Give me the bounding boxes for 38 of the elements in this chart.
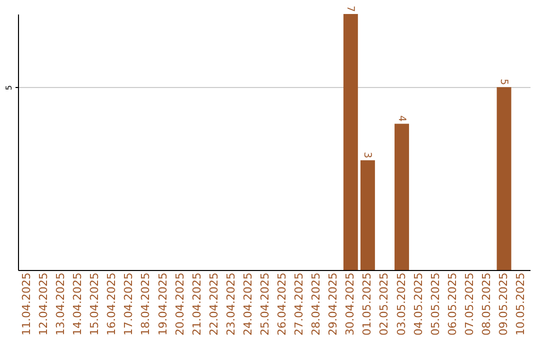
x-tick-label: 06.05.2025 <box>446 272 459 336</box>
bar <box>394 124 410 270</box>
x-tick-label: 29.04.2025 <box>326 272 340 336</box>
x-tick-label: 22.04.2025 <box>207 272 220 336</box>
x-tick-label: 26.04.2025 <box>276 272 289 336</box>
x-tick-label: 01.05.2025 <box>360 272 374 336</box>
x-tick-label: 02.05.2025 <box>378 272 391 336</box>
x-tick-label: 15.04.2025 <box>88 272 102 336</box>
x-tick-label: 12.04.2025 <box>36 272 50 336</box>
data-label: 7 <box>344 6 356 12</box>
data-label: 4 <box>396 115 407 122</box>
x-tick-label: 18.04.2025 <box>139 272 152 336</box>
x-tick-label: 03.05.2025 <box>394 272 408 336</box>
x-tick-label: 28.04.2025 <box>310 272 323 336</box>
x-tick-label: 11.04.2025 <box>20 272 33 336</box>
x-tick-label: 14.04.2025 <box>71 272 84 336</box>
x-tick-label: 21.04.2025 <box>190 272 204 336</box>
x-tick-label: 09.05.2025 <box>497 272 510 336</box>
x-tick-label: 30.04.2025 <box>344 272 357 336</box>
bar <box>496 87 512 270</box>
x-tick-label: 13.04.2025 <box>54 272 68 336</box>
bar <box>343 14 358 270</box>
x-tick-label: 05.05.2025 <box>428 272 442 336</box>
x-tick-label: 07.05.2025 <box>462 272 476 336</box>
x-tick-label: 27.04.2025 <box>292 272 306 336</box>
bar <box>360 160 375 270</box>
x-tick-label: 23.04.2025 <box>224 272 238 336</box>
x-tick-label: 08.05.2025 <box>480 272 493 336</box>
data-label: 3 <box>362 152 373 158</box>
x-tick-label: 04.05.2025 <box>412 272 425 336</box>
x-tick-label: 10.05.2025 <box>514 272 528 336</box>
x-tick-label: 24.04.2025 <box>241 272 254 336</box>
x-tick-label: 20.04.2025 <box>173 272 186 336</box>
x-tick-label: 19.04.2025 <box>156 272 170 336</box>
x-tick-label: 17.04.2025 <box>122 272 136 336</box>
data-label: 5 <box>498 78 510 86</box>
x-tick-label: 16.04.2025 <box>105 272 118 336</box>
x-tick-label: 25.04.2025 <box>258 272 272 336</box>
